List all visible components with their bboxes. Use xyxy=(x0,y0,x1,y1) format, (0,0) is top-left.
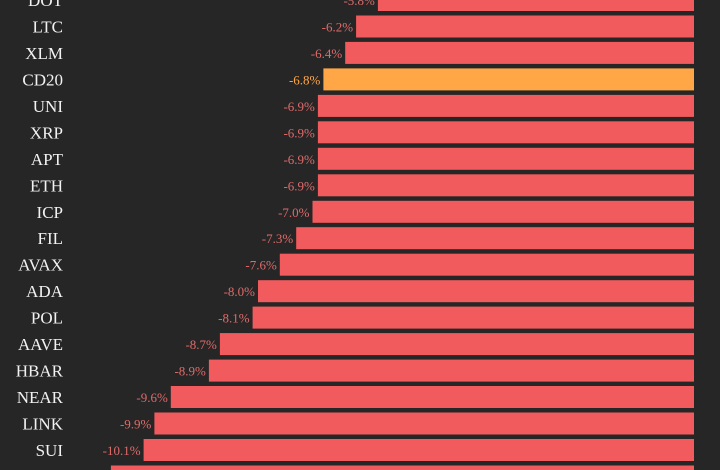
value-label: -6.9% xyxy=(283,125,315,140)
bar-ada xyxy=(258,280,694,303)
category-label: XLM xyxy=(25,44,63,63)
value-label: -6.2% xyxy=(322,20,354,35)
bar-avax xyxy=(279,253,694,276)
category-label: DOT xyxy=(28,0,64,10)
bar-aave xyxy=(219,333,694,356)
value-label: -6.9% xyxy=(283,99,315,114)
value-label: -9.9% xyxy=(120,417,152,432)
value-label: -8.9% xyxy=(174,364,206,379)
category-label: HBAR xyxy=(16,362,64,381)
category-label: SUI xyxy=(36,441,64,460)
value-label: -6.9% xyxy=(283,178,315,193)
bar-ltc xyxy=(356,15,694,38)
bars-layer: DOT -5.8% LTC -6.2% XLM -6.4% CD20 -6.8% UNI -6.9… xyxy=(16,0,695,470)
category-label: ETH xyxy=(30,176,63,195)
value-label: -8.7% xyxy=(185,337,217,352)
value-label: -9.6% xyxy=(136,390,168,405)
value-label: -8.0% xyxy=(224,284,256,299)
bar-sui xyxy=(143,439,695,461)
category-label: AAVE xyxy=(18,335,63,354)
category-label: AVAX xyxy=(18,256,63,275)
bar-icp xyxy=(312,200,694,223)
category-label: APT xyxy=(31,150,64,169)
category-label: UNI xyxy=(33,97,64,116)
category-label: LINK xyxy=(22,415,63,434)
bar-dot xyxy=(377,0,694,11)
category-label: ADA xyxy=(26,282,64,301)
bar-bottom xyxy=(110,465,694,470)
bar-xlm xyxy=(345,41,694,64)
category-label: LTC xyxy=(32,18,63,37)
bar-near xyxy=(170,386,695,408)
bar-eth xyxy=(317,174,694,197)
value-label: -6.9% xyxy=(283,152,315,167)
bar-uni xyxy=(317,94,694,117)
bar-hbar xyxy=(208,359,694,382)
bar-apt xyxy=(317,147,694,170)
category-label: NEAR xyxy=(17,388,64,407)
value-label: -6.4% xyxy=(311,46,343,61)
category-label: XRP xyxy=(30,123,63,142)
bar-xrp xyxy=(317,121,694,144)
category-label: FIL xyxy=(38,229,64,248)
bar-link xyxy=(154,412,694,435)
value-label: -5.8% xyxy=(343,0,375,8)
category-label: CD20 xyxy=(22,70,63,89)
value-label: -6.8% xyxy=(289,72,321,87)
value-label: -10.1% xyxy=(103,443,141,458)
value-label: -7.3% xyxy=(262,231,294,246)
category-label: POL xyxy=(31,309,63,328)
bar-cd20 xyxy=(323,68,694,91)
bar-pol xyxy=(252,306,694,329)
value-label: -7.6% xyxy=(245,258,277,273)
value-label: -7.0% xyxy=(278,205,310,220)
category-label: ICP xyxy=(37,203,63,222)
value-label: -8.1% xyxy=(218,311,250,326)
bar-fil xyxy=(296,227,694,250)
